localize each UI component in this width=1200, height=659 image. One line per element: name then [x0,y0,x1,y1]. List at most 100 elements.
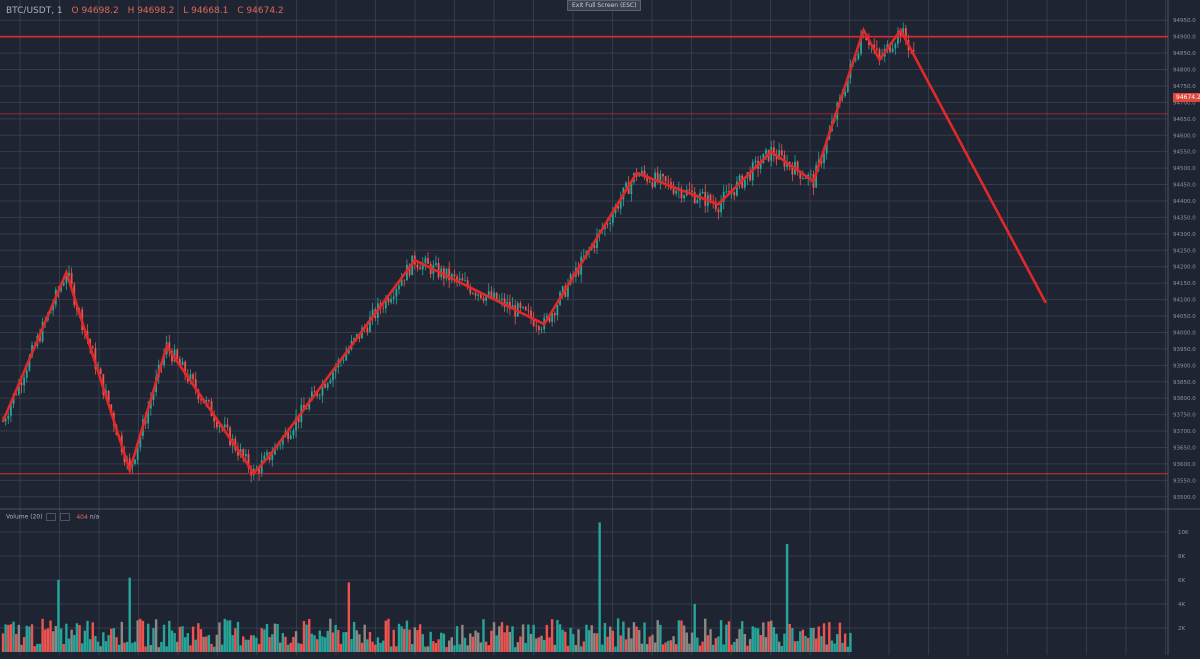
candle-body [189,374,192,382]
close-icon[interactable] [60,513,71,521]
candle-body [421,263,424,270]
candle-body [250,468,253,476]
volume-bar [170,630,174,652]
candle-body [878,49,881,58]
volume-bar [49,620,52,652]
volume-bar [30,624,34,652]
volume-bar [294,631,298,652]
candle-body [400,279,403,286]
candle-body [894,43,897,49]
volume-bar [537,637,541,652]
volume-bar [281,633,285,652]
candle-body [260,460,263,474]
candle-body [324,384,326,388]
volume-bar [780,645,783,652]
volume-bar [738,629,741,652]
volume-bar [337,629,340,652]
volume-bar [606,636,609,652]
volume-bar [453,645,456,652]
candle-body [39,336,41,342]
volume-bar [535,638,538,652]
candle-body [128,458,131,467]
volume-bar [770,620,773,652]
volume-bar [461,624,464,652]
candle-body [194,379,197,390]
volume-bar [809,627,813,652]
candle-body [210,401,213,417]
volume-bar [828,622,831,652]
volume-bar [455,626,459,652]
volume-bar [276,624,279,652]
price-tick-label: 94350.0 [1173,215,1196,221]
volume-bar [326,630,329,652]
volume-bar [418,624,422,652]
volume-bar [611,630,615,652]
volume-bar [619,635,622,652]
candle-body [321,384,324,396]
candle-body [25,370,28,378]
volume-bar [527,624,530,652]
volume-bar [746,645,749,652]
candle-body [461,278,464,281]
candle-body [643,170,646,176]
price-tick-label: 93900.0 [1173,363,1196,369]
volume-bar [395,646,398,652]
volume-bar [727,621,731,652]
volume-bar [680,620,683,652]
volume-bar [569,627,572,652]
candle-body [778,150,781,160]
volume-bar [503,632,506,652]
volume-bar [469,633,472,652]
exit-fullscreen-button[interactable]: Exit Full Screen (ESC) [567,0,642,11]
candle-body [41,321,44,342]
volume-bar [429,631,432,652]
volume-bar [743,633,747,652]
candle-body [865,36,868,41]
symbol-label[interactable]: BTC/USDT, 1 [6,6,63,16]
volume-bar [511,626,514,652]
volume-bar [67,638,71,652]
volume-bar [331,632,335,652]
volume-bar [315,639,319,652]
volume-bar [228,620,232,652]
candle-body [218,425,221,428]
candle-body [448,268,451,281]
settings-icon[interactable] [46,513,57,521]
candle-body [20,382,23,386]
volume-bar [521,624,525,652]
volume-bar [487,645,490,652]
price-tick-label: 93850.0 [1173,380,1196,386]
candle-body [611,213,614,223]
candle-body [403,279,406,281]
volume-bar [704,618,707,652]
volume-bar [661,644,665,652]
candle-body [846,78,849,92]
volume-bar [553,644,556,652]
volume-bar [627,627,630,652]
candle-body [213,416,216,422]
candle-body [292,430,295,436]
volume-bar [70,629,73,652]
volume-bar [566,645,570,652]
volume-bar [374,644,377,652]
volume-bar [115,637,118,652]
volume-bar [616,618,620,652]
volume-bar [442,633,446,652]
volume-bar [688,643,691,652]
candle-body [91,347,94,349]
candle-body [551,312,554,322]
candle-body [524,306,527,311]
volume-bar [292,636,295,652]
volume-bar [223,618,226,652]
volume-bar [96,641,100,652]
volume-bar [279,642,282,652]
candle-body [780,150,783,156]
volume-bar [643,622,646,652]
volume-label[interactable]: Volume (20) [6,513,43,521]
candle-body [648,181,651,183]
volume-bar [484,641,488,652]
candle-body [15,393,18,395]
volume-bar [154,619,158,652]
